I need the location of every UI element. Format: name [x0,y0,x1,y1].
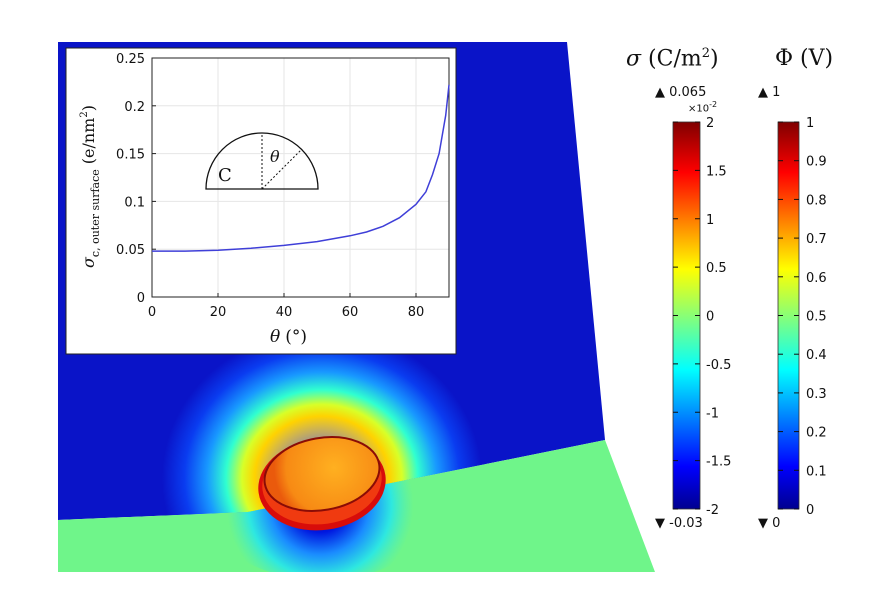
inset-xtick-label: 80 [408,305,425,320]
hemisphere-label-c: C [218,165,232,186]
inset-ytick-label: 0.2 [124,100,145,115]
phi-unit: (V) [800,46,834,71]
sigma-min-label: ▼ -0.03 [655,516,703,531]
colorbar-tick-label: 0 [706,310,714,325]
sigma-symbol: σ [626,46,642,72]
colorbar-tick-label: 0.4 [806,348,827,363]
inset-xtick-label: 60 [342,305,359,320]
sigma-colorbar-ticks: 2 1.5 1 0.5 0 -0.5 -1 -1.5 -2 [673,116,731,518]
hemisphere-radius [261,148,303,190]
sigma-unit-close: ) [710,46,719,72]
colorbar-tick-label: 0.3 [806,387,827,402]
colorbar-tick-label: 2 [706,116,714,131]
colorbar-tick-label: 0.5 [706,261,727,276]
colorbar-tick-label: 0.9 [806,155,827,170]
inset-ytick-label: 0 [137,291,145,306]
inset-xtick-label: 20 [210,305,227,320]
hemisphere-diagram: C θ [205,132,319,190]
phi-min-label: ▼ 0 [758,516,781,531]
hemisphere-outline [205,132,319,190]
inset-plot-frame [151,57,450,298]
colorbar-tick-label: 0.5 [806,310,827,325]
inset-ytick-label: 0.25 [116,52,145,67]
inset-ylabel-symbol: σ [79,256,98,268]
colorbar-tick-label: 0.6 [806,271,827,286]
colorbar-tick-label: 1 [806,116,814,131]
colorbar-tick-label: 1 [706,213,714,228]
sigma-exponent-base: ×10 [688,103,710,115]
inset-ylabel-close: ) [79,105,98,111]
colorbar-tick-label: 0 [806,503,814,518]
colorbar-tick-label: -1.5 [706,455,731,470]
colorbar-tick-label: -1 [706,406,719,421]
colorbar-tick-label: 1.5 [706,164,727,179]
sigma-unit-sup: 2 [701,46,711,61]
colorbar-tick-label: -0.5 [706,358,731,373]
inset-ytick-label: 0.1 [124,195,145,210]
inset-xlabel: θ (°) [270,327,307,347]
colorbar-tick-label: 0.1 [806,464,827,479]
sigma-colorbar-title: σ (C/m2) [626,46,719,71]
colorbar-tick-label: 0.8 [806,193,827,208]
inset-ylabel: σc, outer surface (e/nm2) [79,105,102,268]
inset-ticks: 0 20 40 60 80 0 0.05 0.1 0.15 0.2 0.25 [116,52,424,320]
inset-xlabel-symbol: θ [270,327,280,347]
colorbar-tick-label: 0.2 [806,426,827,441]
inset-xlabel-unit: (°) [285,327,307,347]
sigma-exponent-sup: -2 [709,100,718,109]
phi-symbol: Φ [775,46,794,71]
inset-ytick-label: 0.05 [116,243,145,258]
inset-data-line [152,84,450,252]
sigma-exponent: ×10-2 [688,100,717,114]
inset-ylabel-subscript: c, outer surface [89,169,102,257]
sigma-max-label: ▲ 0.065 [655,85,707,100]
inset-ylabel-unit-sup: 2 [79,111,90,117]
particle-cap [263,436,381,512]
phi-colorbar-title: Φ (V) [775,46,833,71]
colorbar-tick-label: 0.7 [806,232,827,247]
inset-xtick-label: 0 [148,305,156,320]
phi-colorbar-ticks: 1 0.9 0.8 0.7 0.6 0.5 0.4 0.3 0.2 0.1 0 [778,116,827,518]
inset-ytick-label: 0.15 [116,148,145,163]
inset-xtick-label: 40 [276,305,293,320]
phi-max-label: ▲ 1 [758,85,781,100]
hemisphere-label-theta: θ [270,147,280,166]
colorbar-tick-label: -2 [706,503,719,518]
sigma-unit: (C/m [648,46,702,72]
inset-ylabel-unit: (e/nm [79,118,98,165]
